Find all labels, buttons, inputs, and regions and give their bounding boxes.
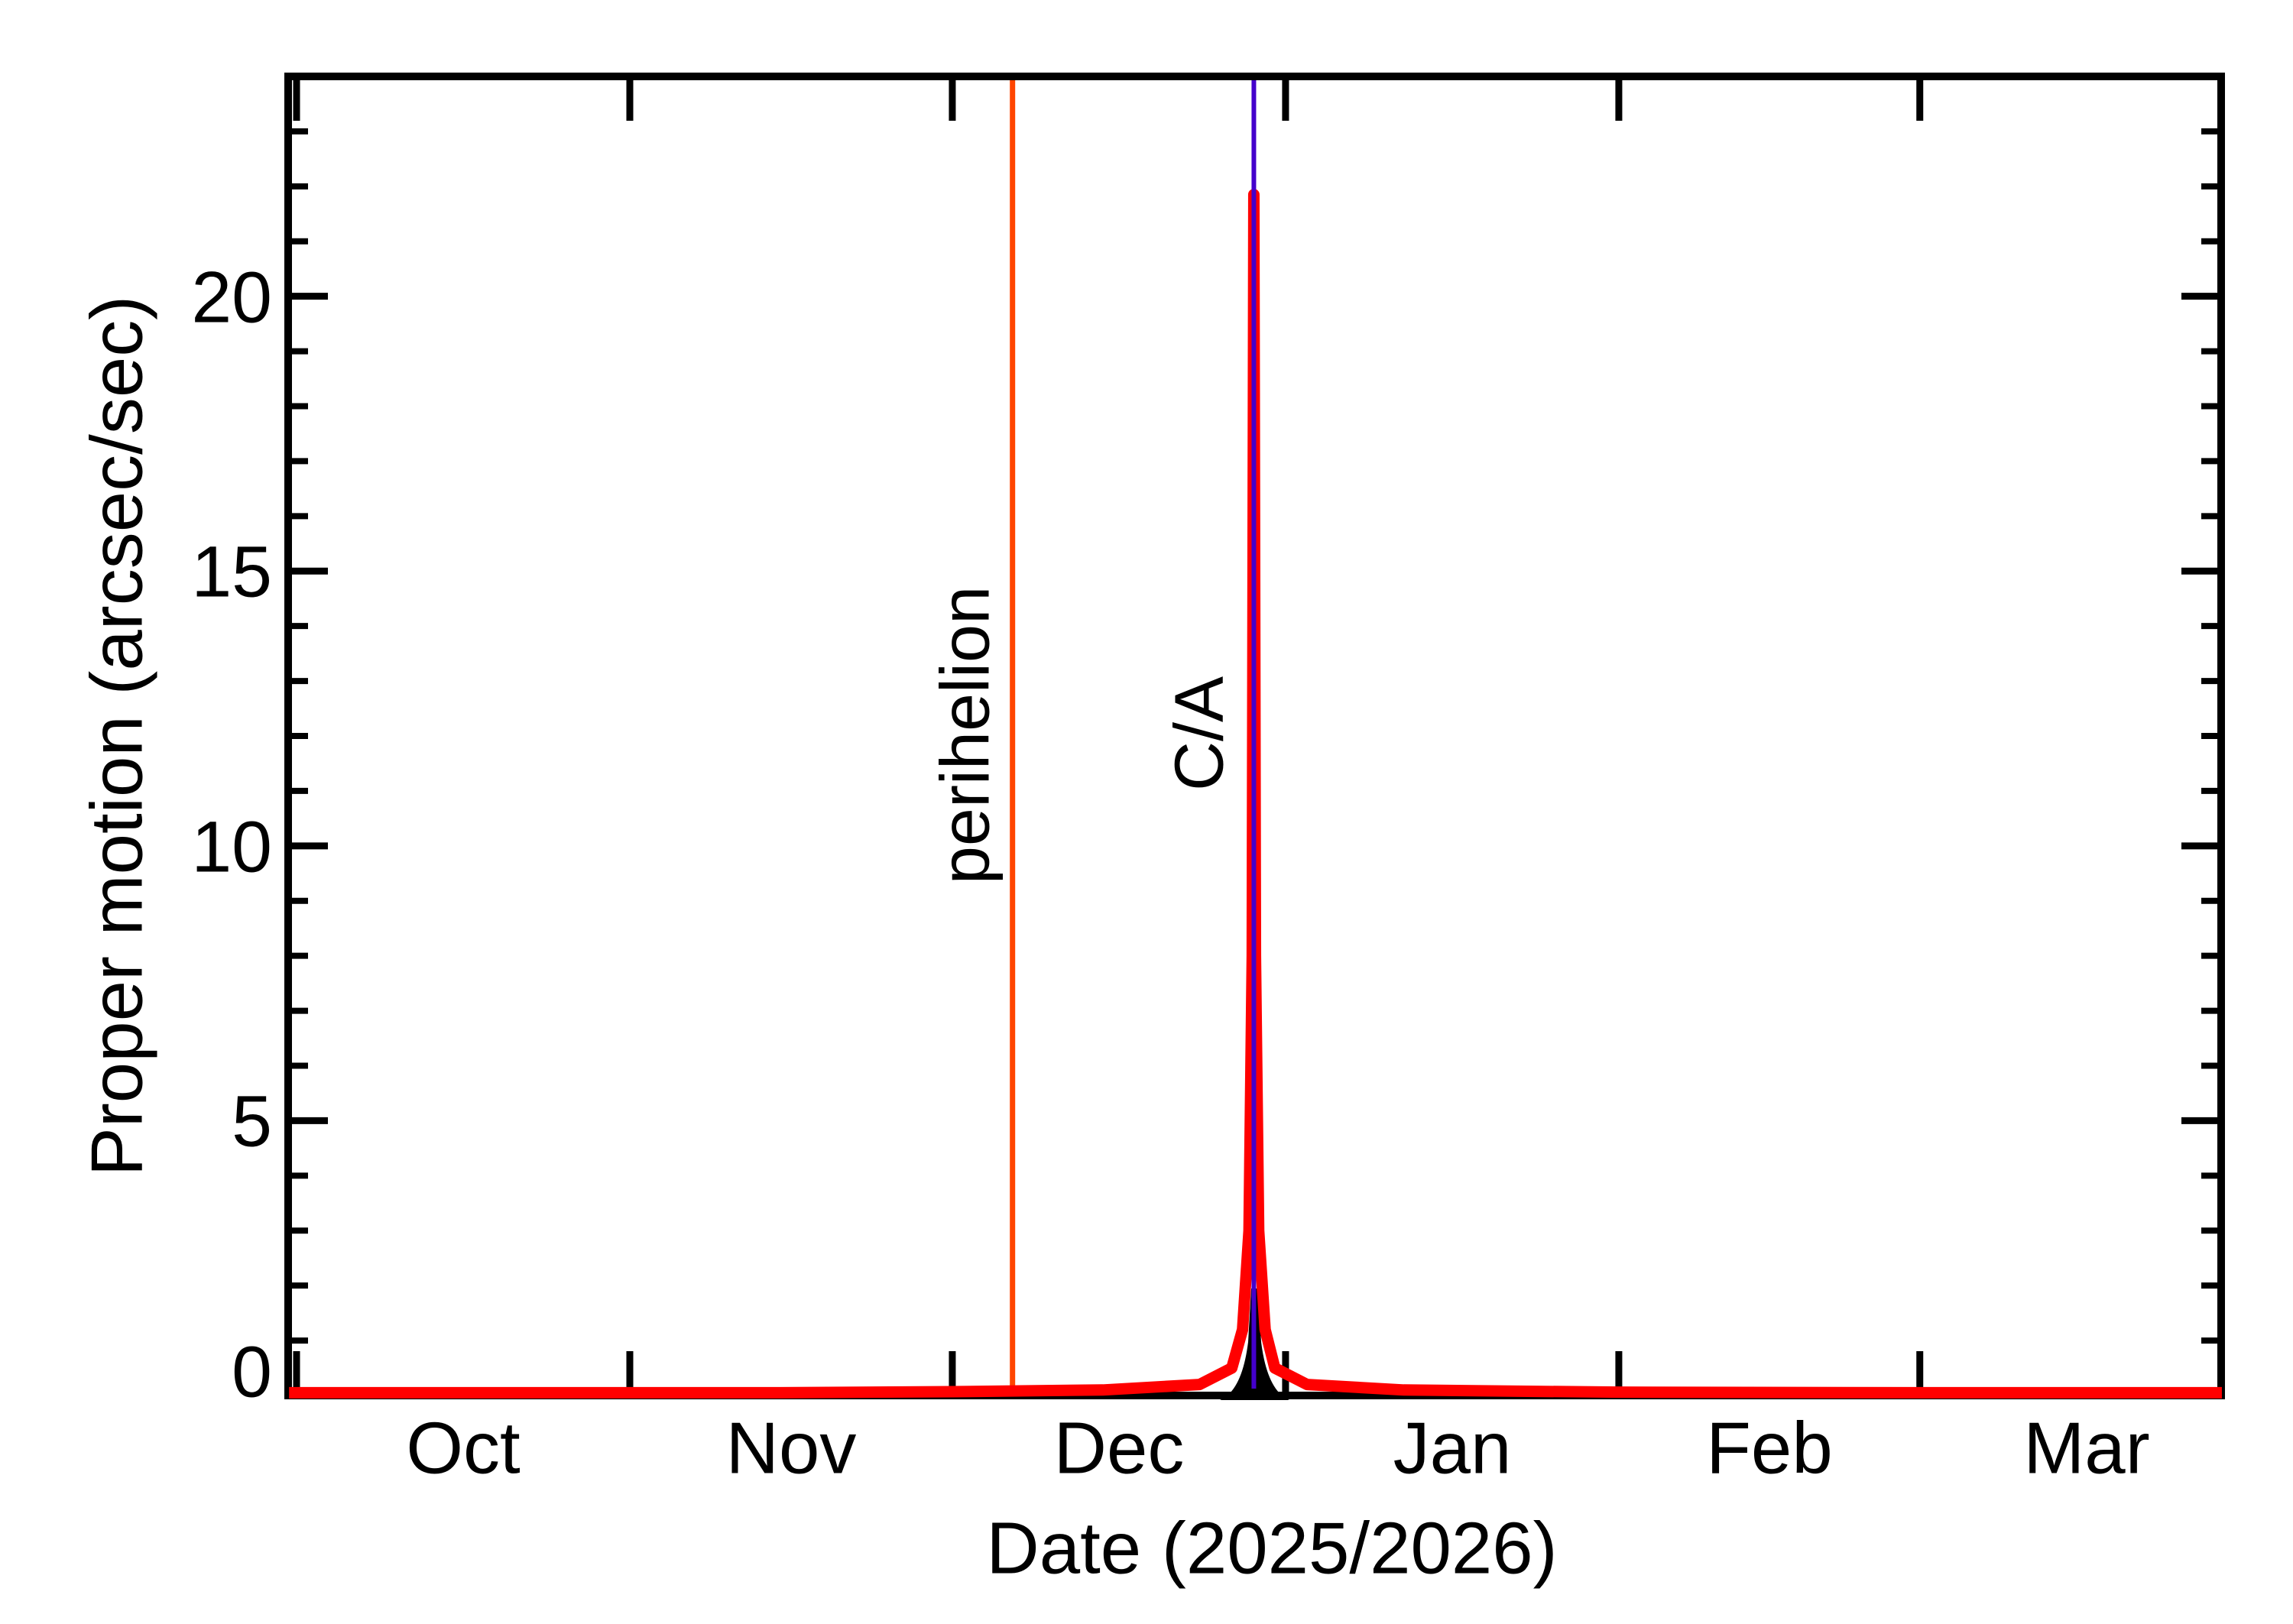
x-tick-label-jan: Jan xyxy=(1393,1408,1512,1489)
axis-ticks-layer xyxy=(292,80,2217,1392)
x-tick-label-mar: Mar xyxy=(2023,1408,2149,1489)
x-tick-label-nov: Nov xyxy=(726,1408,857,1489)
y-tick-label-10: 10 xyxy=(191,806,272,887)
y-tick-label-5: 5 xyxy=(232,1081,272,1162)
x-tick-label-dec: Dec xyxy=(1054,1408,1185,1489)
x-tick-label-oct: Oct xyxy=(406,1408,520,1489)
y-tick-label-15: 15 xyxy=(191,531,272,612)
close-approach-label: C/A xyxy=(1162,676,1238,791)
y-tick-labels: 20 15 10 5 0 xyxy=(191,257,272,1412)
perihelion-label: perihelion xyxy=(928,586,1004,884)
y-axis-title: Proper motion (arcsec/sec) xyxy=(76,296,158,1176)
y-tick-label-0: 0 xyxy=(232,1331,272,1412)
x-tick-labels: Oct Nov Dec Jan Feb Mar xyxy=(406,1408,2149,1489)
x-axis-title: Date (2025/2026) xyxy=(986,1508,1557,1590)
y-tick-label-20: 20 xyxy=(191,257,272,338)
x-tick-label-feb: Feb xyxy=(1706,1408,1832,1489)
